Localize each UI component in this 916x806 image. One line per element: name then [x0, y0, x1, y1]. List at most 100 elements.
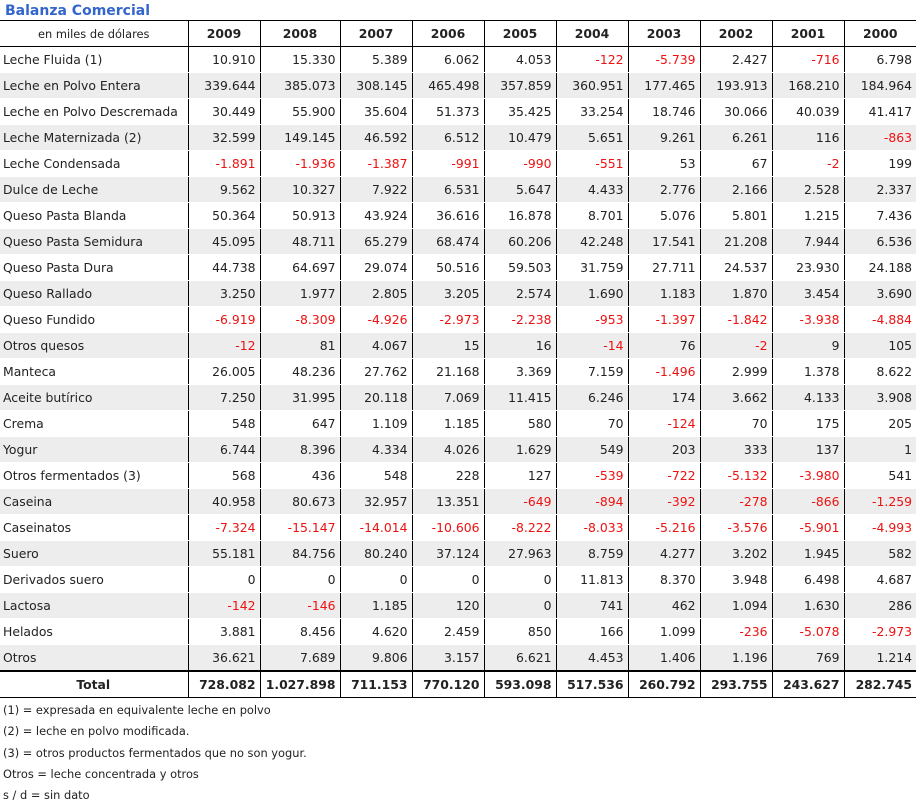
total-cell: 711.153 — [340, 670, 413, 698]
total-cell: 293.755 — [700, 670, 773, 698]
value-cell: 60.206 — [484, 228, 557, 255]
value-cell: 70 — [700, 410, 773, 437]
value-cell: 16.878 — [484, 202, 557, 229]
value-cell: 1.406 — [628, 644, 701, 672]
value-cell: 36.621 — [188, 644, 261, 672]
value-cell: -716 — [772, 46, 845, 73]
value-cell: 9.806 — [340, 644, 413, 672]
value-cell: 548 — [188, 410, 261, 437]
row-label: Derivados suero — [0, 566, 189, 593]
units-label: en miles de dólares — [0, 20, 189, 47]
table-row: Queso Pasta Semidura 45.095 48.711 65.279 68… — [0, 228, 916, 255]
value-cell: 1.378 — [772, 358, 845, 385]
value-cell: 1.185 — [340, 592, 413, 619]
value-cell: 46.592 — [340, 124, 413, 151]
value-cell: 20.118 — [340, 384, 413, 411]
value-cell: 2.166 — [700, 176, 773, 203]
value-cell: 4.334 — [340, 436, 413, 463]
value-cell: 769 — [772, 644, 845, 672]
table-row: Queso Fundido -6.919 -8.309 -4.926 -2.973 -2.… — [0, 306, 916, 333]
value-cell: 6.531 — [412, 176, 485, 203]
row-label: Otros — [0, 644, 189, 672]
row-label: Yogur — [0, 436, 189, 463]
value-cell: 23.930 — [772, 254, 845, 281]
value-cell: 9.261 — [628, 124, 701, 151]
value-cell: 3.202 — [700, 540, 773, 567]
value-cell: 1.183 — [628, 280, 701, 307]
value-cell: -863 — [844, 124, 916, 151]
value-cell: -122 — [556, 46, 629, 73]
value-cell: 50.516 — [412, 254, 485, 281]
row-label: Leche Maternizada (2) — [0, 124, 189, 151]
value-cell: 286 — [844, 592, 916, 619]
value-cell: 15 — [412, 332, 485, 359]
value-cell: 27.963 — [484, 540, 557, 567]
value-cell: 68.474 — [412, 228, 485, 255]
value-cell: -5.132 — [700, 462, 773, 489]
value-cell: 41.417 — [844, 98, 916, 125]
year-header: 2002 — [700, 20, 773, 47]
value-cell: 7.944 — [772, 228, 845, 255]
value-cell: 35.604 — [340, 98, 413, 125]
value-cell: 15.330 — [260, 46, 341, 73]
value-cell: 127 — [484, 462, 557, 489]
value-cell: 1.214 — [844, 644, 916, 672]
value-cell: 462 — [628, 592, 701, 619]
value-cell: 580 — [484, 410, 557, 437]
value-cell: -649 — [484, 488, 557, 515]
value-cell: -1.387 — [340, 150, 413, 177]
table-row: Caseinatos -7.324 -15.147 -14.014 -10.606 -8.… — [0, 514, 916, 541]
value-cell: 1.690 — [556, 280, 629, 307]
header-row: en miles de dólares 2009 2008 2007 2006 … — [0, 20, 916, 47]
value-cell: 184.964 — [844, 72, 916, 99]
value-cell: 50.913 — [260, 202, 341, 229]
value-cell: -1.891 — [188, 150, 261, 177]
value-cell: 2.999 — [700, 358, 773, 385]
value-cell: 10.327 — [260, 176, 341, 203]
value-cell: 31.759 — [556, 254, 629, 281]
table-row: Helados 3.881 8.456 4.620 2.459 850 166 1.099 -2… — [0, 618, 916, 645]
total-cell: 517.536 — [556, 670, 629, 698]
value-cell: 8.370 — [628, 566, 701, 593]
value-cell: 24.537 — [700, 254, 773, 281]
value-cell: 1.109 — [340, 410, 413, 437]
value-cell: 26.005 — [188, 358, 261, 385]
table-row: Otros 36.621 7.689 9.806 3.157 6.621 4.453 1.40… — [0, 644, 916, 672]
value-cell: 541 — [844, 462, 916, 489]
value-cell: 44.738 — [188, 254, 261, 281]
table-body: Leche Fluida (1) 10.910 15.330 5.389 6.062 4.… — [0, 46, 916, 698]
value-cell: 13.351 — [412, 488, 485, 515]
row-label: Dulce de Leche — [0, 176, 189, 203]
value-cell: 5.647 — [484, 176, 557, 203]
value-cell: 40.039 — [772, 98, 845, 125]
value-cell: 65.279 — [340, 228, 413, 255]
value-cell: 4.133 — [772, 384, 845, 411]
row-label: Suero — [0, 540, 189, 567]
value-cell: 11.415 — [484, 384, 557, 411]
table-row: Queso Pasta Blanda 50.364 50.913 43.924 36.6… — [0, 202, 916, 229]
value-cell: 3.948 — [700, 566, 773, 593]
value-cell: 339.644 — [188, 72, 261, 99]
value-cell: 1.945 — [772, 540, 845, 567]
footnote: (2) = leche en polvo modificada. — [3, 724, 190, 739]
value-cell: 2.459 — [412, 618, 485, 645]
value-cell: 32.599 — [188, 124, 261, 151]
value-cell: -14 — [556, 332, 629, 359]
row-label: Otros quesos — [0, 332, 189, 359]
value-cell: 33.254 — [556, 98, 629, 125]
value-cell: 5.801 — [700, 202, 773, 229]
value-cell: 67 — [700, 150, 773, 177]
value-cell: -6.919 — [188, 306, 261, 333]
total-label: Total — [0, 670, 189, 698]
value-cell: 168.210 — [772, 72, 845, 99]
value-cell: 205 — [844, 410, 916, 437]
value-cell: 647 — [260, 410, 341, 437]
value-cell: 9 — [772, 332, 845, 359]
value-cell: 17.541 — [628, 228, 701, 255]
value-cell: -5.216 — [628, 514, 701, 541]
row-label: Queso Pasta Semidura — [0, 228, 189, 255]
value-cell: 3.157 — [412, 644, 485, 672]
value-cell: 228 — [412, 462, 485, 489]
value-cell: 35.425 — [484, 98, 557, 125]
value-cell: 333 — [700, 436, 773, 463]
